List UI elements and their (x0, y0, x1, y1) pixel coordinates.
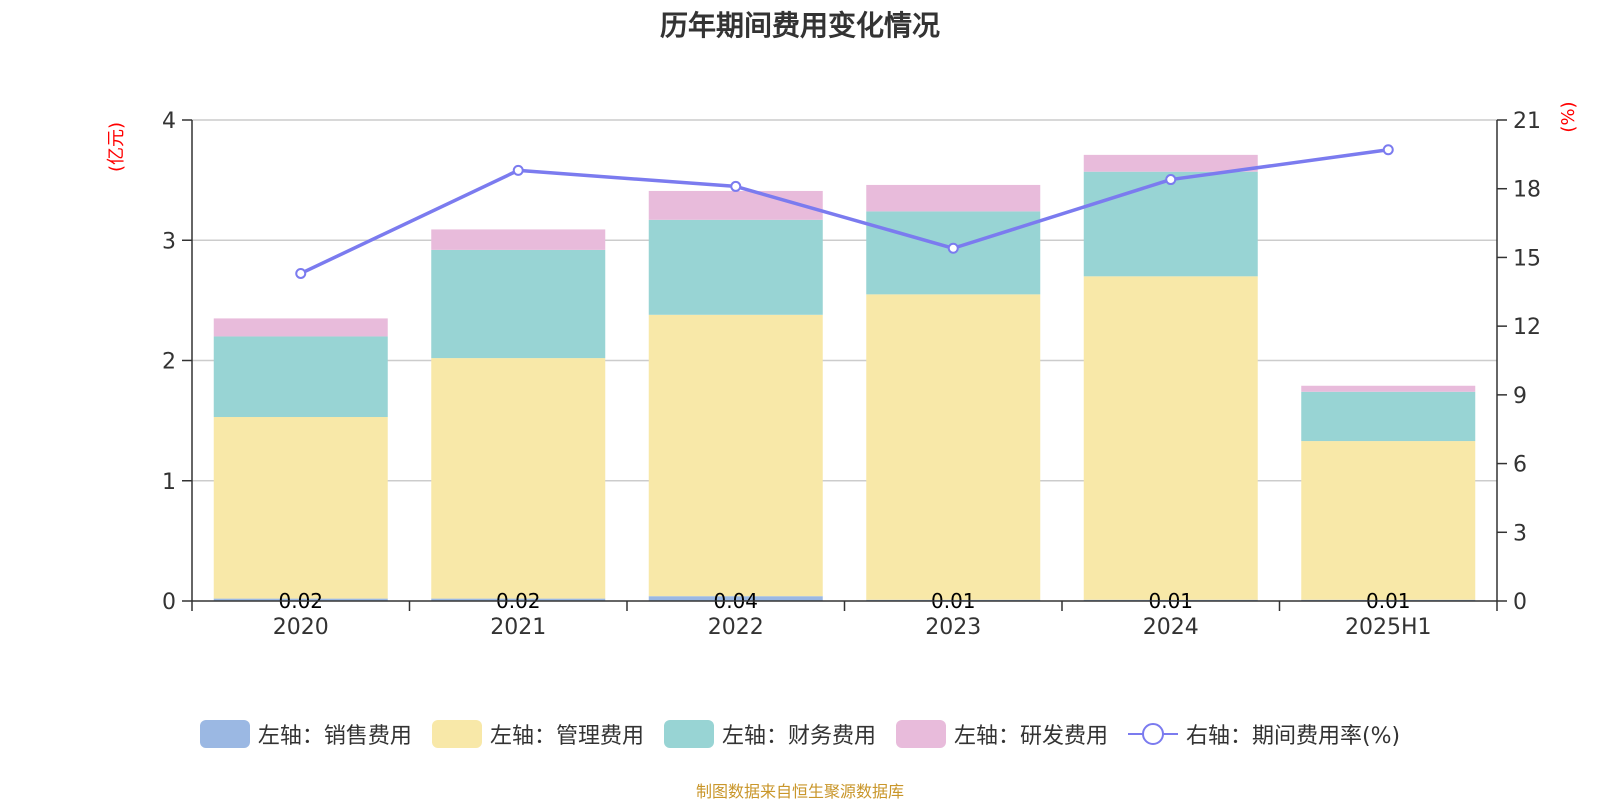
y-right-unit: (%) (1558, 101, 1579, 132)
bar-segment (866, 294, 1041, 600)
bar-segment (1083, 154, 1258, 172)
y-right-tick-label: 18 (1513, 178, 1541, 203)
rate-point (295, 267, 307, 279)
legend-label: 左轴：研发费用 (953, 724, 1108, 749)
y-right-tick-label: 0 (1513, 590, 1527, 615)
y-right-tick-label: 12 (1513, 315, 1541, 340)
y-right-tick-label: 15 (1513, 246, 1541, 271)
legend-item[interactable]: 左轴：管理费用 (431, 718, 644, 750)
bar-segment (866, 184, 1041, 212)
x-tick-label: 2020 (273, 615, 329, 640)
legend-line-marker (1127, 723, 1178, 745)
legend-label: 右轴：期间费用率(%) (1185, 724, 1401, 749)
y-right-tick-label: 21 (1513, 109, 1541, 134)
bar-segment (648, 596, 823, 601)
legend-item[interactable]: 右轴：期间费用率(%) (1127, 718, 1401, 750)
y-left-tick-label: 2 (162, 350, 176, 375)
bar-segment (1301, 391, 1476, 442)
bar-segment (648, 219, 823, 315)
bar-segment (1083, 171, 1258, 277)
x-tick-label: 2021 (490, 615, 546, 640)
bar-segment (213, 336, 388, 418)
y-right-tick-label: 3 (1513, 521, 1527, 546)
y-right-tick-label: 6 (1513, 453, 1527, 478)
legend-swatch (663, 720, 714, 748)
bar-segment (648, 190, 823, 220)
y-left-unit: (亿元) (106, 122, 127, 172)
chart-title: 历年期间费用变化情况 (659, 9, 940, 42)
y-right-tick-label: 9 (1513, 384, 1527, 409)
legend-item[interactable]: 左轴：财务费用 (663, 718, 876, 750)
legend-label: 左轴：财务费用 (721, 724, 876, 749)
legend-item[interactable]: 左轴：销售费用 (199, 718, 412, 750)
rate-point (947, 242, 959, 254)
x-tick-label: 2024 (1143, 615, 1199, 640)
bar-segment (213, 417, 388, 599)
bar-segment (213, 318, 388, 337)
y-left-tick-label: 4 (162, 109, 176, 134)
bar-segment (431, 598, 606, 601)
bar-segment (648, 314, 823, 597)
rate-point (730, 180, 742, 192)
legend-swatch (199, 720, 250, 748)
bar-segment (213, 598, 388, 601)
legend-swatch (431, 720, 482, 748)
legend-label: 左轴：销售费用 (257, 724, 412, 749)
y-left-tick-label: 0 (162, 590, 176, 615)
bar-segment (431, 229, 606, 250)
bar-segment (431, 249, 606, 359)
rate-line (300, 148, 1389, 276)
source-note: 制图数据来自恒生聚源数据库 (695, 782, 904, 801)
legend: 左轴：销售费用 左轴：管理费用 左轴：财务费用 左轴：研发费用 右轴：期间费用率(%) (0, 718, 1600, 750)
legend-swatch (895, 720, 946, 748)
bar-segment (1301, 385, 1476, 392)
rate-point (512, 164, 524, 176)
legend-item[interactable]: 左轴：研发费用 (895, 718, 1108, 750)
rate-point (1165, 174, 1177, 186)
bar-segment (431, 358, 606, 599)
y-left-tick-label: 1 (162, 470, 176, 495)
x-tick-label: 2025H1 (1345, 615, 1432, 640)
x-tick-label: 2023 (925, 615, 981, 640)
legend-label: 左轴：管理费用 (489, 724, 644, 749)
bar-segment (1301, 441, 1476, 600)
x-tick-label: 2022 (708, 615, 764, 640)
bar-segment (1083, 276, 1258, 600)
y-left-tick-label: 3 (162, 229, 176, 254)
rate-point (1382, 144, 1394, 156)
